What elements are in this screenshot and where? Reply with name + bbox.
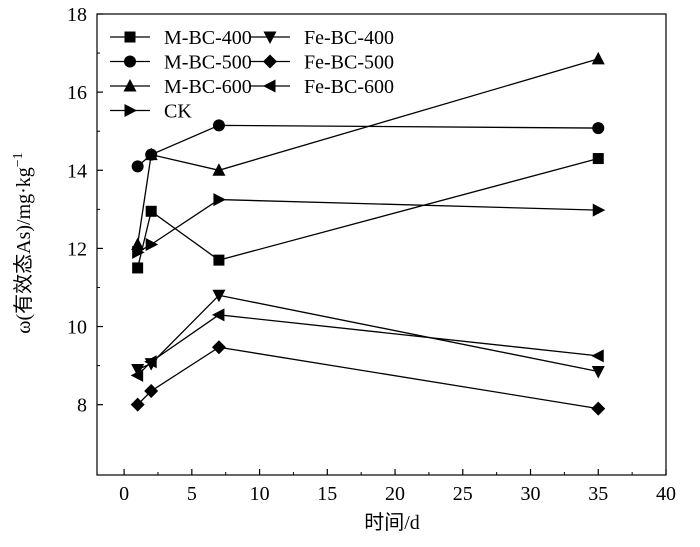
x-tick-label: 25 [453, 483, 473, 505]
data-point-m-bc-600 [591, 51, 605, 65]
series-fe-bc-400 [131, 289, 605, 379]
data-point-fe-bc-400 [591, 365, 605, 379]
x-tick-label: 30 [521, 483, 541, 505]
series-fe-bc-500 [130, 340, 606, 416]
legend-marker-m-bc-500 [124, 55, 136, 68]
series-line-fe-bc-400 [137, 294, 599, 373]
legend-item-fe-bc-600: Fe-BC-600 [250, 76, 394, 98]
x-tick-label: 0 [119, 483, 129, 505]
legend-marker-fe-bc-400 [263, 31, 277, 44]
x-tick-label: 35 [588, 483, 608, 505]
data-point-m-bc-400 [145, 205, 157, 217]
x-tick-label: 5 [187, 483, 197, 505]
x-axis-title: 时间/d [364, 511, 420, 534]
series-line-fe-bc-600 [137, 314, 599, 376]
y-tick-label: 8 [77, 395, 87, 417]
series-line-m-bc-500 [137, 124, 599, 167]
legend-label-m-bc-500: M-BC-500 [164, 52, 252, 74]
data-point-ck [213, 193, 226, 207]
data-point-m-bc-600 [144, 147, 158, 161]
x-tick-label: 10 [250, 483, 270, 505]
series-line-m-bc-600 [137, 58, 599, 245]
legend-marker-m-bc-400 [124, 31, 136, 43]
legend-item-fe-bc-400: Fe-BC-400 [250, 27, 394, 49]
series-m-bc-400 [132, 153, 604, 274]
plot-frame [96, 13, 667, 476]
data-point-m-bc-600 [131, 237, 145, 250]
legend-marker-m-bc-600 [123, 79, 137, 92]
legend-label-fe-bc-400: Fe-BC-400 [304, 27, 394, 49]
y-tick-label: 18 [67, 4, 87, 26]
data-point-ck [592, 203, 606, 217]
x-tick-label: 40 [656, 483, 676, 505]
legend-item-m-bc-400: M-BC-400 [110, 27, 252, 49]
data-point-fe-bc-600 [144, 355, 157, 369]
data-point-m-bc-500 [592, 122, 605, 135]
legend-marker-ck [124, 104, 137, 117]
data-point-fe-bc-500 [211, 340, 226, 355]
data-point-fe-bc-500 [130, 397, 145, 412]
data-point-fe-bc-600 [130, 368, 144, 382]
data-point-fe-bc-600 [591, 349, 604, 363]
series-line-m-bc-400 [137, 157, 599, 269]
y-tick-label: 14 [67, 160, 87, 182]
data-point-m-bc-400 [213, 254, 225, 266]
data-point-fe-bc-600 [211, 308, 225, 322]
data-point-fe-bc-400 [212, 289, 226, 303]
y-axis-title: ω(有效态As)/mg·kg−1 [11, 152, 35, 333]
data-point-m-bc-500 [212, 119, 225, 132]
data-point-fe-bc-500 [591, 401, 606, 416]
y-axis-title-main: ω(有效态As)/mg·kg [12, 167, 35, 333]
legend-label-fe-bc-500: Fe-BC-500 [304, 52, 394, 74]
data-point-fe-bc-400 [131, 364, 145, 377]
series-ck [132, 193, 606, 259]
legend-item-m-bc-600: M-BC-600 [110, 76, 252, 98]
data-point-ck [145, 238, 159, 251]
data-point-m-bc-600 [212, 163, 226, 176]
series-m-bc-600 [131, 51, 605, 250]
legend-label-m-bc-600: M-BC-600 [164, 76, 252, 98]
legend-item-fe-bc-500: Fe-BC-500 [250, 52, 394, 74]
data-point-ck [132, 245, 145, 259]
y-tick-label: 12 [67, 238, 87, 260]
y-tick-label: 10 [67, 317, 87, 339]
axes: 0 5 10 15 20 25 30 35 40 8 10 12 14 16 18 [67, 4, 676, 505]
series-layer [130, 51, 606, 416]
series-fe-bc-600 [130, 308, 604, 382]
legend-item-m-bc-500: M-BC-500 [110, 52, 252, 74]
x-tick-label: 15 [317, 483, 337, 505]
series-line-ck [137, 198, 599, 253]
legend-label-m-bc-400: M-BC-400 [164, 27, 252, 49]
series-m-bc-500 [131, 119, 605, 173]
data-point-fe-bc-500 [144, 384, 159, 399]
legend-label-ck: CK [164, 101, 192, 123]
series-line-fe-bc-500 [137, 346, 599, 410]
data-point-m-bc-400 [592, 153, 604, 165]
legend-label-fe-bc-600: Fe-BC-600 [304, 76, 394, 98]
data-point-m-bc-400 [132, 262, 144, 274]
legend-marker-fe-bc-600 [263, 79, 276, 93]
y-axis-title-superscript: −1 [11, 152, 26, 167]
legend-item-ck: CK [110, 101, 192, 123]
legend-marker-fe-bc-500 [263, 54, 277, 69]
data-point-m-bc-500 [131, 160, 144, 173]
y-tick-label: 16 [67, 82, 87, 104]
x-tick-label: 20 [385, 483, 405, 505]
